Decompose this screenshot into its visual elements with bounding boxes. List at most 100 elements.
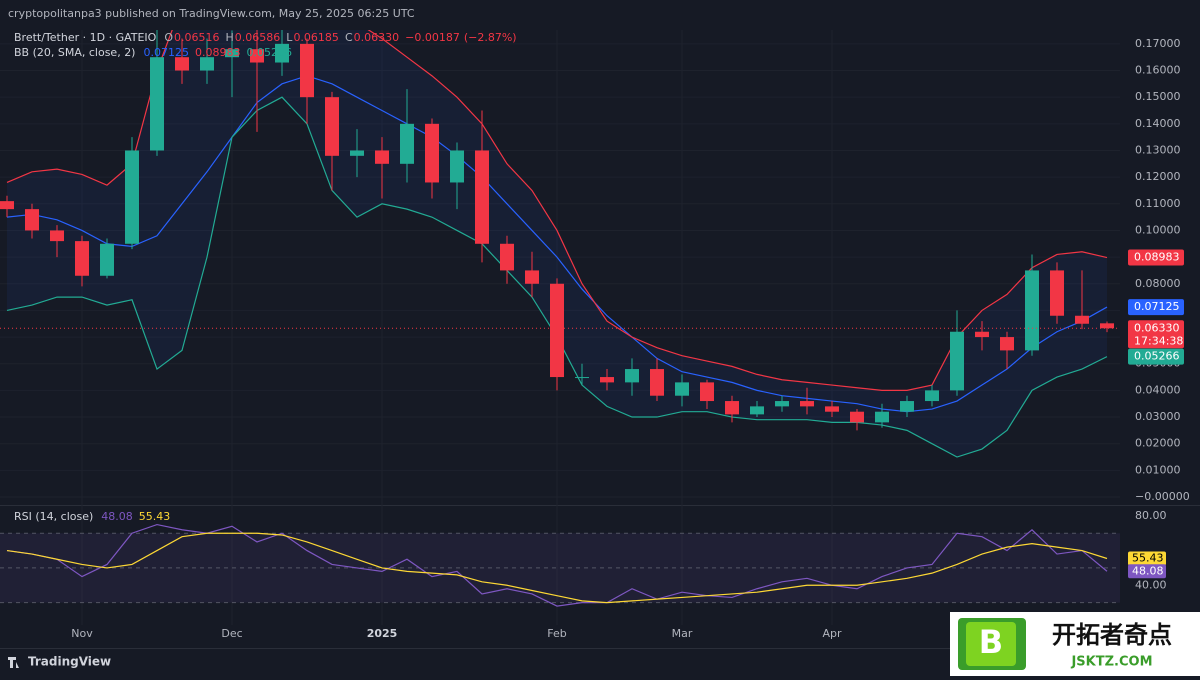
legend-text: 55.43 <box>139 510 171 523</box>
x-tick-label: Nov <box>71 627 93 640</box>
candle-body <box>325 97 339 156</box>
y-tick-label: 0.17000 <box>1135 37 1181 50</box>
candle-body <box>1100 323 1114 329</box>
brand: TradingView <box>28 655 111 669</box>
price-tag-label: 0.07125 <box>1134 300 1180 313</box>
candle-body <box>550 283 564 378</box>
y-tick-label: 0.03000 <box>1135 410 1181 423</box>
candle-body <box>100 243 114 276</box>
candle-body <box>400 123 414 164</box>
legend-text: 0.06330 <box>354 31 400 44</box>
candle-body <box>175 57 189 71</box>
candle-body <box>0 201 14 210</box>
candle-body <box>1025 270 1039 351</box>
rsi-tag-label: 55.43 <box>1132 552 1164 565</box>
price-tag-label: 0.06330 <box>1134 321 1180 334</box>
legend-text: 0.06586 <box>235 31 281 44</box>
candle-body <box>750 406 764 415</box>
legend-text: Brett/Tether · 1D · GATEIO <box>14 31 157 44</box>
candle-body <box>525 270 539 284</box>
legend-text: 48.08 <box>101 510 133 523</box>
candle-body <box>925 390 939 402</box>
y-tick-label: 0.12000 <box>1135 170 1181 183</box>
candle-body <box>350 150 364 156</box>
candle-body <box>125 150 139 244</box>
x-tick-label: Dec <box>221 627 242 640</box>
candle-body <box>25 209 39 231</box>
y-tick-label: 0.01000 <box>1135 463 1181 476</box>
price-tag <box>1128 348 1184 365</box>
watermark-logo: B <box>979 623 1003 661</box>
legend-text: 0.06516 <box>174 31 220 44</box>
candle-body <box>150 57 164 151</box>
rsi-tag-label: 48.08 <box>1132 564 1164 577</box>
price-tag-label: 0.05266 <box>1134 350 1180 363</box>
line <box>6 30 1108 391</box>
publisher: cryptopolitanpa3 published on TradingVie… <box>8 7 415 20</box>
candle-body <box>825 406 839 412</box>
candle-body <box>875 411 889 423</box>
y-tick-label: 0.08000 <box>1135 277 1181 290</box>
candle-body <box>650 369 664 396</box>
y-tick-label: 0.15000 <box>1135 90 1181 103</box>
candle-body <box>425 123 439 183</box>
candle-body <box>1075 315 1089 324</box>
bb-fill <box>7 30 1107 458</box>
candle-body <box>200 57 214 71</box>
candle-body <box>375 150 389 164</box>
legend-text: 0.06185 <box>293 31 339 44</box>
legend-text: 0.05266 <box>246 46 292 59</box>
price-tag-countdown: 17:34:38 <box>1134 334 1183 347</box>
legend-text: BB (20, SMA, close, 2) <box>14 46 135 59</box>
brand-logo <box>8 657 19 668</box>
price-tag <box>1128 299 1184 316</box>
legend-text: (−2.87%) <box>464 31 517 44</box>
candle-body <box>1050 270 1064 316</box>
candle-body <box>625 369 639 383</box>
price-tag <box>1128 249 1184 266</box>
candle-body <box>850 411 864 423</box>
candle-body <box>725 401 739 415</box>
candle-body <box>475 150 489 244</box>
line <box>6 523 1108 607</box>
candle-body <box>250 49 264 63</box>
candle-body <box>225 49 239 58</box>
x-tick-label: Feb <box>547 627 566 640</box>
rsi-tick-label: 80.00 <box>1135 509 1167 522</box>
y-tick-label: −0.00000 <box>1135 490 1190 503</box>
watermark-name: 开拓者奇点 <box>1052 621 1172 649</box>
legend-text: 0.07125 <box>143 46 189 59</box>
legend-text: H <box>226 31 234 44</box>
legend-text: −0.00187 <box>405 31 460 44</box>
candle-body <box>800 401 814 407</box>
x-tick-label: 2025 <box>367 627 398 640</box>
y-tick-label: 0.10000 <box>1135 223 1181 236</box>
candle-body <box>500 243 514 271</box>
candle-body <box>700 382 714 402</box>
candle-body <box>675 382 689 396</box>
candle-body <box>575 377 589 379</box>
candle-body <box>975 331 989 338</box>
candle-body <box>900 401 914 412</box>
candle-body <box>450 150 464 183</box>
price-tag <box>1128 320 1184 349</box>
y-tick-label: 0.04000 <box>1135 383 1181 396</box>
candle-body <box>75 241 89 276</box>
x-tick-label: Apr <box>822 627 842 640</box>
candle-body <box>950 331 964 391</box>
y-tick-label: 0.14000 <box>1135 117 1181 130</box>
watermark-site: JSKTZ.COM <box>1070 655 1152 670</box>
rsi-tag <box>1128 564 1166 579</box>
candle-body <box>775 401 789 407</box>
candle-body <box>50 230 64 242</box>
candle-body <box>300 43 314 98</box>
line <box>6 532 1108 604</box>
legend-text: O <box>164 31 173 44</box>
candle-body <box>1000 337 1014 351</box>
y-tick-label: 0.16000 <box>1135 64 1181 77</box>
rsi-tick-label: 40.00 <box>1135 578 1167 591</box>
rsi-pane <box>0 523 1120 607</box>
legend-text: RSI (14, close) <box>14 510 93 523</box>
